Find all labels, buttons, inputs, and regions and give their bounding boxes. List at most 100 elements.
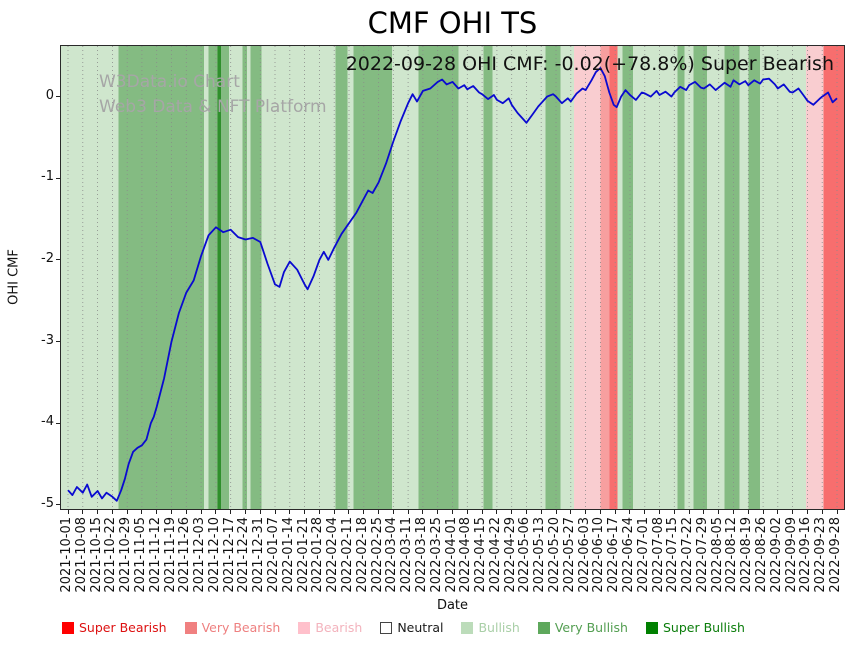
y-tick-mark bbox=[56, 259, 60, 261]
x-tick-mark bbox=[171, 510, 173, 514]
x-tick-mark bbox=[392, 510, 394, 514]
x-tick-mark bbox=[111, 510, 113, 514]
x-tick-mark bbox=[762, 510, 764, 514]
x-tick-label: 2022-09-16 bbox=[798, 517, 814, 593]
x-tick-mark bbox=[718, 510, 720, 514]
legend-item-very-bearish: Very Bearish bbox=[184, 620, 280, 635]
x-tick-mark bbox=[836, 510, 838, 514]
x-tick-mark bbox=[703, 510, 705, 514]
x-tick-label: 2022-08-05 bbox=[709, 517, 725, 593]
x-tick-label: 2021-10-08 bbox=[73, 517, 89, 593]
legend: Super Bearish Very Bearish Bearish Neutral B… bbox=[62, 620, 852, 635]
x-tick-label: 2022-02-25 bbox=[369, 517, 385, 593]
x-tick-label: 2022-04-08 bbox=[458, 517, 474, 593]
legend-item-super-bullish: Super Bullish bbox=[645, 620, 745, 635]
x-tick-label: 2022-06-17 bbox=[606, 517, 622, 593]
y-tick-mark bbox=[56, 96, 60, 98]
x-tick-label: 2022-09-09 bbox=[783, 517, 799, 593]
x-tick-mark bbox=[407, 510, 409, 514]
legend-item-super-bearish: Super Bearish bbox=[62, 620, 167, 635]
x-tick-mark bbox=[230, 510, 232, 514]
y-tick-label: -4 bbox=[41, 414, 54, 430]
x-tick-label: 2021-11-05 bbox=[132, 517, 148, 593]
legend-label-super-bullish: Super Bullish bbox=[662, 620, 745, 635]
x-tick-label: 2022-02-18 bbox=[354, 517, 370, 593]
x-tick-label: 2022-05-13 bbox=[532, 517, 548, 593]
x-tick-mark bbox=[274, 510, 276, 514]
plot-area: W3Data.io Chart Web3 Data & NFT Platform… bbox=[60, 45, 845, 510]
x-tick-mark bbox=[141, 510, 143, 514]
y-tick-label: -3 bbox=[41, 332, 54, 348]
legend-label-super-bearish: Super Bearish bbox=[79, 620, 167, 635]
x-tick-mark bbox=[363, 510, 365, 514]
legend-item-bearish: Bearish bbox=[298, 620, 362, 635]
x-axis-label: Date bbox=[436, 598, 469, 613]
x-tick-label: 2022-05-20 bbox=[547, 517, 563, 593]
y-tick-mark bbox=[56, 177, 60, 179]
x-tick-mark bbox=[540, 510, 542, 514]
x-tick-label: 2022-04-01 bbox=[443, 517, 459, 593]
x-tick-label: 2021-12-24 bbox=[236, 517, 252, 593]
x-tick-mark bbox=[82, 510, 84, 514]
x-tick-label: 2022-04-15 bbox=[473, 517, 489, 593]
x-tick-label: 2022-03-25 bbox=[428, 517, 444, 593]
legend-item-neutral: Neutral bbox=[380, 620, 443, 635]
y-tick-label: -2 bbox=[41, 250, 54, 266]
x-tick-mark bbox=[348, 510, 350, 514]
legend-swatch-super-bullish bbox=[645, 621, 658, 634]
legend-swatch-bearish bbox=[298, 621, 311, 634]
x-tick-mark bbox=[732, 510, 734, 514]
x-tick-mark bbox=[422, 510, 424, 514]
x-tick-label: 2022-08-26 bbox=[754, 517, 770, 593]
x-tick-label: 2022-06-10 bbox=[591, 517, 607, 593]
chart-title: CMF OHI TS bbox=[367, 6, 538, 40]
x-tick-mark bbox=[215, 510, 217, 514]
x-tick-label: 2021-10-01 bbox=[59, 517, 74, 593]
x-tick-label: 2021-12-03 bbox=[192, 517, 208, 593]
x-tick-label: 2022-01-28 bbox=[310, 517, 326, 593]
x-tick-mark bbox=[452, 510, 453, 514]
x-tick-label: 2022-02-04 bbox=[325, 517, 341, 593]
x-tick-mark bbox=[318, 510, 320, 514]
x-tick-label: 2022-01-21 bbox=[295, 517, 311, 593]
x-tick-mark bbox=[806, 510, 808, 514]
legend-label-bullish: Bullish bbox=[478, 620, 520, 635]
x-tick-label: 2021-11-12 bbox=[147, 517, 163, 593]
current-value-annotation: 2022-09-28 OHI CMF: -0.02(+78.8%) Super … bbox=[345, 53, 834, 75]
x-tick-mark bbox=[599, 510, 601, 514]
x-tick-mark bbox=[525, 510, 527, 514]
x-tick-mark bbox=[126, 510, 128, 514]
legend-swatch-very-bearish bbox=[184, 621, 197, 634]
x-tick-label: 2021-12-10 bbox=[206, 517, 222, 593]
legend-label-very-bullish: Very Bullish bbox=[554, 620, 628, 635]
x-tick-label: 2021-10-15 bbox=[88, 517, 104, 593]
x-tick-mark bbox=[67, 510, 69, 514]
x-tick-label: 2022-06-03 bbox=[576, 517, 592, 593]
x-tick-mark bbox=[481, 510, 483, 514]
x-tick-label: 2021-11-19 bbox=[162, 517, 178, 593]
x-tick-label: 2022-01-14 bbox=[280, 517, 296, 593]
x-tick-label: 2022-07-08 bbox=[650, 517, 666, 593]
x-tick-mark bbox=[378, 510, 380, 514]
x-tick-mark bbox=[97, 510, 99, 514]
x-tick-label: 2021-10-22 bbox=[103, 517, 119, 593]
legend-swatch-very-bullish bbox=[537, 621, 550, 634]
x-tick-label: 2022-03-18 bbox=[413, 517, 429, 593]
x-tick-mark bbox=[659, 510, 661, 514]
x-tick-label: 2021-12-17 bbox=[221, 517, 237, 593]
y-tick-label: -1 bbox=[41, 169, 54, 185]
legend-swatch-neutral bbox=[380, 621, 393, 634]
legend-item-bullish: Bullish bbox=[461, 620, 520, 635]
legend-swatch-super-bearish bbox=[62, 621, 74, 634]
x-tick-mark bbox=[688, 510, 690, 514]
x-tick-label: 2022-05-27 bbox=[561, 517, 577, 593]
y-axis-label: OHI CMF bbox=[6, 249, 22, 305]
x-tick-mark bbox=[629, 510, 631, 514]
x-tick-mark bbox=[644, 510, 646, 514]
y-tick-label: 0 bbox=[45, 87, 54, 103]
x-tick-label: 2022-03-04 bbox=[384, 517, 400, 593]
x-tick-mark bbox=[304, 510, 306, 514]
x-tick-label: 2022-06-24 bbox=[620, 517, 636, 593]
x-tick-mark bbox=[821, 510, 823, 514]
y-tick-label: -5 bbox=[41, 495, 54, 511]
